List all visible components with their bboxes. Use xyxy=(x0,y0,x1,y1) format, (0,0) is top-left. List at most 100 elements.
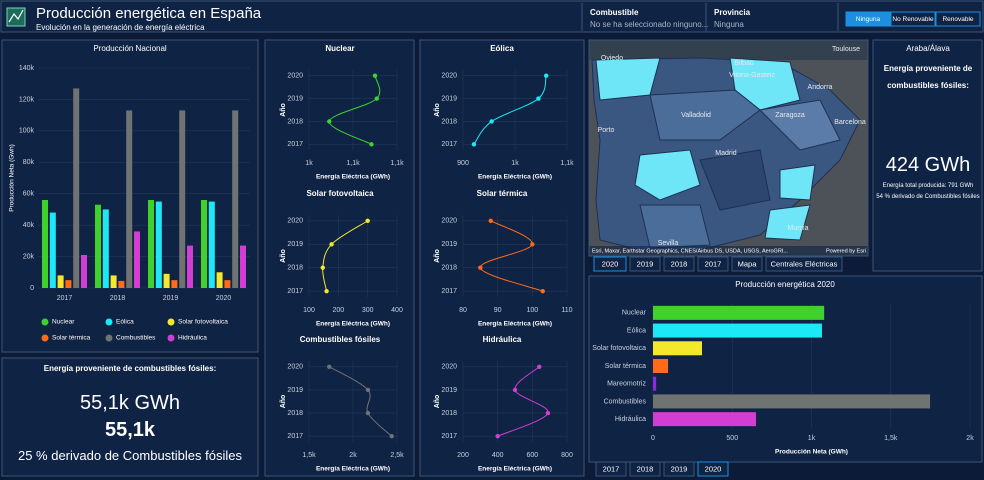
x-tick-label: 200 xyxy=(332,307,344,314)
tab[interactable] xyxy=(697,461,729,477)
point xyxy=(537,364,542,369)
y-tick-label: 2019 xyxy=(441,387,457,394)
point xyxy=(365,387,371,393)
legend-swatch xyxy=(105,334,113,342)
filter-label: Provincia xyxy=(714,8,751,17)
tab[interactable] xyxy=(595,461,627,477)
region-highlight xyxy=(634,149,701,201)
panel xyxy=(419,39,585,477)
panel xyxy=(872,39,983,272)
filter-value[interactable]: Ninguna xyxy=(714,20,744,29)
title: Producción energética en España xyxy=(36,5,262,22)
y-axis-label: Año xyxy=(434,395,441,409)
region xyxy=(699,149,771,211)
kpi-title: Energía proveniente de combustibles fósi… xyxy=(43,364,217,373)
x-tick-label: 400 xyxy=(492,452,504,459)
tab[interactable] xyxy=(663,256,695,272)
point xyxy=(495,434,500,439)
y-tick-label: 120k xyxy=(19,96,35,103)
bar xyxy=(95,204,101,288)
map[interactable] xyxy=(589,40,868,256)
tab[interactable] xyxy=(731,256,763,272)
y-tick-label: 2020 xyxy=(441,73,457,80)
tab-label[interactable]: 2018 xyxy=(671,259,688,268)
bar xyxy=(118,280,125,288)
filter-button-label[interactable]: Ninguna xyxy=(856,16,881,23)
tab[interactable] xyxy=(697,256,729,272)
y-tick-label: Eólica xyxy=(627,327,646,334)
x-tick-label: 2020 xyxy=(216,295,232,302)
tab[interactable] xyxy=(663,461,695,477)
filter-button-label[interactable]: No Renovable xyxy=(892,16,934,23)
tab[interactable] xyxy=(765,256,843,272)
y-tick-label: 2018 xyxy=(287,118,303,125)
chart-title: Combustibles fósiles xyxy=(300,335,381,344)
chart-title: Eólica xyxy=(490,44,514,53)
point xyxy=(545,410,551,416)
y-tick-label: 140k xyxy=(19,65,35,72)
y-tick-label: 20k xyxy=(23,253,35,260)
chart-title: Producción energética 2020 xyxy=(735,280,835,289)
bar xyxy=(653,412,757,427)
line xyxy=(328,366,393,437)
y-tick-label: Nuclear xyxy=(622,310,647,317)
tab-label[interactable]: 2019 xyxy=(671,464,688,473)
province-name: Araba/Álava xyxy=(906,44,950,53)
x-tick-label: 200 xyxy=(457,452,469,459)
province-kpi-total: Energía total producida: 791 GWh xyxy=(882,183,974,189)
filter-value[interactable]: No se ha seleccionado ninguno... xyxy=(590,20,708,29)
point xyxy=(365,410,371,416)
legend-swatch xyxy=(41,334,49,342)
tab-label[interactable]: 2017 xyxy=(705,259,722,268)
y-tick-label: 0 xyxy=(30,285,34,292)
point xyxy=(540,288,545,294)
tab-label[interactable]: 2019 xyxy=(637,259,654,268)
tab-label[interactable]: 2020 xyxy=(602,259,619,268)
app-icon-glyph xyxy=(8,9,24,23)
filter-button[interactable] xyxy=(845,11,891,27)
x-tick-label: 2018 xyxy=(110,295,126,302)
region-highlight xyxy=(729,57,801,111)
tab-label[interactable]: 2020 xyxy=(705,464,722,473)
tab[interactable] xyxy=(593,256,627,272)
y-tick-label: 2017 xyxy=(287,288,303,295)
x-tick-label: 1,5k xyxy=(302,452,316,459)
tab-label[interactable]: Mapa xyxy=(738,259,758,268)
x-axis-label: Energía Eléctrica (GWh) xyxy=(478,174,552,181)
y-axis-label: Año xyxy=(280,103,287,117)
filter-button-label[interactable]: Renovable xyxy=(942,16,973,23)
subtitle: Evolución en la generación de energía el… xyxy=(36,23,205,32)
point xyxy=(471,142,477,147)
y-tick-label: 2019 xyxy=(287,241,303,248)
point xyxy=(372,73,378,78)
map-attribution: Esri, Maxar, Earthstar Geographics, CNES… xyxy=(592,248,788,254)
y-tick-label: 2017 xyxy=(441,141,457,148)
y-axis-label: Producción Neta (Gwh) xyxy=(9,144,16,212)
bar xyxy=(653,376,657,391)
tab[interactable] xyxy=(629,461,661,477)
map-label: Oviedo xyxy=(601,55,623,62)
bar xyxy=(163,273,170,288)
tab-label[interactable]: 2017 xyxy=(603,464,620,473)
bar xyxy=(653,305,825,320)
y-tick-label: 2019 xyxy=(441,95,457,102)
y-tick-label: 2020 xyxy=(287,218,303,225)
filter-button[interactable] xyxy=(935,11,981,27)
legend-label: Solar fotovoltaica xyxy=(178,319,228,326)
filter-button[interactable] xyxy=(890,11,936,27)
y-tick-label: 2019 xyxy=(287,95,303,102)
map-label: Andorra xyxy=(808,84,833,91)
y-tick-label: 40k xyxy=(23,222,35,229)
tab-label[interactable]: Centrales Eléctricas xyxy=(771,259,838,268)
bar xyxy=(155,201,162,288)
tab-label[interactable]: 2018 xyxy=(637,464,654,473)
map-frame xyxy=(588,39,869,257)
x-tick-label: 900 xyxy=(457,160,469,167)
y-tick-label: 2019 xyxy=(287,387,303,394)
bar xyxy=(208,201,215,288)
legend-label: Hidráulica xyxy=(178,335,207,342)
y-axis-label: Año xyxy=(434,249,441,263)
map-label: Valladolid xyxy=(681,112,711,119)
tab[interactable] xyxy=(629,256,661,272)
legend-swatch xyxy=(41,318,49,326)
